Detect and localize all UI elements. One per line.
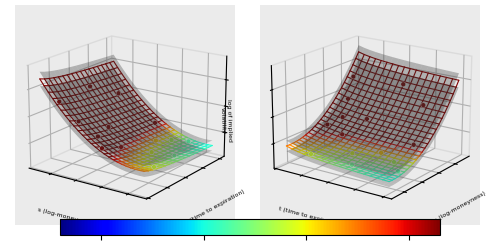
X-axis label: s (log-moneyness): s (log-moneyness) <box>434 191 486 223</box>
Y-axis label: t (time to expiration): t (time to expiration) <box>278 207 343 228</box>
X-axis label: s (log-moneyness): s (log-moneyness) <box>37 208 94 227</box>
Y-axis label: t (time to expiration): t (time to expiration) <box>185 189 245 225</box>
